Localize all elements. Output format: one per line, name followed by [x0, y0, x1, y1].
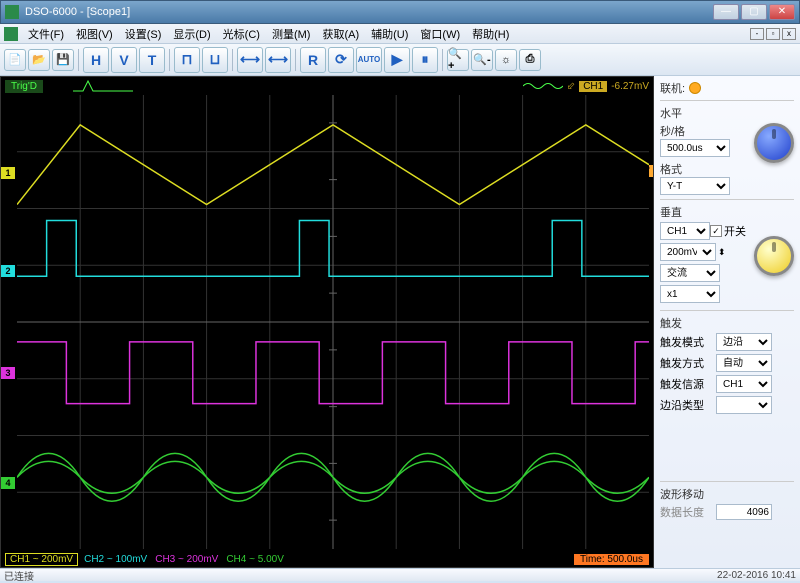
vert-button[interactable]: V	[111, 47, 137, 73]
datetime: 22-02-2016 10:41	[717, 570, 796, 581]
ch2-info: CH2 ~ 100mV	[82, 554, 149, 565]
child-min-button[interactable]: -	[750, 28, 764, 40]
app-icon	[5, 5, 19, 19]
maximize-button[interactable]: ▢	[741, 4, 767, 20]
trigedge-label: 边沿类型	[660, 397, 716, 413]
brightness-button[interactable]: ☼	[495, 49, 517, 71]
menu-window[interactable]: 窗口(W)	[414, 26, 466, 42]
connection-status: 已连接	[4, 568, 34, 583]
menu-acquire[interactable]: 获取(A)	[316, 26, 365, 42]
ch2-marker[interactable]: 2	[1, 265, 15, 277]
menu-display[interactable]: 显示(D)	[167, 26, 216, 42]
online-indicator	[689, 82, 701, 94]
pulse1-button[interactable]: ⊓	[174, 47, 200, 73]
control-panel: 联机: 水平 秒/格 500.0us 格式 Y-T 垂直 CH1 ✓ 开关 20…	[654, 76, 800, 568]
save-button[interactable]: 💾	[52, 49, 74, 71]
close-button[interactable]: ✕	[769, 4, 795, 20]
ch1-info: CH1 ~ 200mV	[5, 553, 78, 566]
horiz-button[interactable]: H	[83, 47, 109, 73]
menu-view[interactable]: 视图(V)	[70, 26, 119, 42]
reset-button[interactable]: ⟳	[328, 47, 354, 73]
play-button[interactable]: ▶	[384, 47, 410, 73]
menu-measure[interactable]: 测量(M)	[266, 26, 317, 42]
trigsweep-select[interactable]: 自动	[716, 354, 772, 372]
scope-grid	[17, 95, 649, 549]
trigsrc-label: 触发信源	[660, 376, 716, 392]
minimize-button[interactable]: —	[713, 4, 739, 20]
switch-checkbox[interactable]: ✓	[710, 225, 722, 237]
ch1-marker[interactable]: 1	[1, 167, 15, 179]
ch4-marker[interactable]: 4	[1, 477, 15, 489]
trig-button[interactable]: T	[139, 47, 165, 73]
trigsweep-label: 触发方式	[660, 355, 716, 371]
trigmode-select[interactable]: 边沿	[716, 333, 772, 351]
pause-button[interactable]: ⏸	[412, 47, 438, 73]
secdiv-select[interactable]: 500.0us	[660, 139, 730, 157]
online-label: 联机:	[660, 80, 685, 96]
trig-level: -6.27mV	[611, 81, 649, 92]
menu-cursor[interactable]: 光标(C)	[217, 26, 266, 42]
trig-ch-badge: CH1	[579, 81, 607, 92]
datalen-label: 数据长度	[660, 504, 716, 520]
open-button[interactable]: 📂	[28, 49, 50, 71]
format-select[interactable]: Y-T	[660, 177, 730, 195]
ch3-marker[interactable]: 3	[1, 367, 15, 379]
window-title: DSO-6000 - [Scope1]	[25, 6, 713, 18]
trigedge-select[interactable]	[716, 396, 772, 414]
menu-utility[interactable]: 辅助(U)	[365, 26, 414, 42]
vch-select[interactable]: CH1	[660, 222, 710, 240]
scope-bottom-bar: CH1 ~ 200mV CH2 ~ 100mV CH3 ~ 200mV CH4 …	[1, 551, 653, 567]
vertical-knob[interactable]	[754, 236, 794, 276]
waveshift-section: 波形移动	[660, 481, 794, 502]
secdiv-label: 秒/格	[660, 123, 748, 139]
trig-edge-icon: ⬃	[567, 81, 575, 92]
probe-select[interactable]: x1	[660, 285, 720, 303]
status-bar: 已连接 22-02-2016 10:41	[0, 568, 800, 581]
horizontal-knob[interactable]	[754, 123, 794, 163]
hcursor-button[interactable]: ⟷	[237, 47, 263, 73]
datalen-input[interactable]	[716, 504, 772, 520]
doc-icon	[4, 27, 18, 41]
title-bar: DSO-6000 - [Scope1] — ▢ ✕	[0, 0, 800, 24]
trigsrc-select[interactable]: CH1	[716, 375, 772, 393]
horizontal-section: 水平	[660, 100, 794, 121]
child-close-button[interactable]: x	[782, 28, 796, 40]
print-button[interactable]: ⎙	[519, 49, 541, 71]
format-label: 格式	[660, 161, 748, 177]
vertical-section: 垂直	[660, 199, 794, 220]
coupling-select[interactable]: 交流	[660, 264, 720, 282]
menu-bar: 文件(F) 视图(V) 设置(S) 显示(D) 光标(C) 测量(M) 获取(A…	[0, 24, 800, 44]
zoomout-button[interactable]: 🔍-	[471, 49, 493, 71]
trigger-status: Trig'D	[5, 80, 43, 93]
ch4-info: CH4 ~ 5.00V	[224, 554, 286, 565]
ch3-info: CH3 ~ 200mV	[153, 554, 220, 565]
pulse2-button[interactable]: ⊔	[202, 47, 228, 73]
vcursor-button[interactable]: ⟷	[265, 47, 291, 73]
menu-file[interactable]: 文件(F)	[22, 26, 70, 42]
menu-help[interactable]: 帮助(H)	[466, 26, 515, 42]
child-restore-button[interactable]: ▫	[766, 28, 780, 40]
scope-top-bar: Trig'D ⬃ CH1 -6.27mV	[1, 77, 653, 95]
switch-label: 开关	[724, 223, 746, 239]
new-button[interactable]: 📄	[4, 49, 26, 71]
trigmode-label: 触发模式	[660, 334, 716, 350]
timebase-info: Time: 500.0us	[574, 554, 649, 565]
zoomin-button[interactable]: 🔍+	[447, 49, 469, 71]
menu-settings[interactable]: 设置(S)	[119, 26, 168, 42]
vdiv-select[interactable]: 200mV	[660, 243, 716, 261]
scope-display[interactable]: Trig'D ⬃ CH1 -6.27mV 1 2 3 4 T	[0, 76, 654, 568]
toolbar: 📄 📂 💾 H V T ⊓ ⊔ ⟷ ⟷ R ⟳ AUTO ▶ ⏸ 🔍+ 🔍- ☼…	[0, 44, 800, 76]
trigger-section: 触发	[660, 310, 794, 331]
run-button[interactable]: R	[300, 47, 326, 73]
auto-button[interactable]: AUTO	[356, 47, 382, 73]
